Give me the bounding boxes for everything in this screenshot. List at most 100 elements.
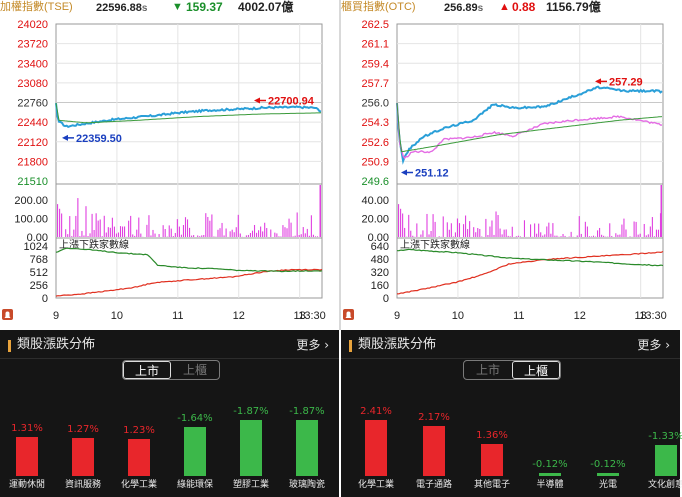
volume-bar	[438, 236, 440, 237]
volume-bar	[625, 229, 627, 237]
volume-bar	[597, 230, 599, 237]
volume-bar	[87, 236, 89, 237]
index-name[interactable]: 櫃買指數(OTC)	[341, 1, 416, 13]
volume-bar	[497, 215, 499, 237]
volume-bar	[546, 226, 548, 237]
otc-intraday-chart[interactable]: 262.5 261.1 259.4 257.7 256.0 254.3 252.6 250.9…	[341, 16, 680, 330]
breadth-tick-label: 640	[371, 241, 389, 253]
sector-item[interactable]: -1.87% 塑膠工業	[226, 396, 276, 497]
index-change: 0.88	[512, 0, 536, 14]
volume-bar	[570, 231, 572, 237]
volume-bar	[306, 228, 308, 237]
volume-bar	[467, 229, 469, 237]
price-tick-label: 259.4	[361, 58, 389, 70]
volume-bar	[211, 214, 213, 237]
volume-bar	[274, 232, 276, 237]
volume-bar	[292, 236, 294, 237]
section-title: 類股漲跌分佈	[358, 337, 437, 352]
price-tick-label: 254.3	[361, 117, 389, 129]
breadth-title: 上漲下跌家數線	[400, 238, 470, 251]
tse-panel: 加權指數(TSE) 22596.88s ▼ 159.37 4002.07億 24…	[0, 0, 339, 497]
annotation-label: 22359.50	[76, 133, 122, 145]
volume-bar	[523, 220, 526, 237]
volume-bar	[611, 235, 613, 237]
volume-bar	[623, 218, 625, 237]
volume-bar	[136, 229, 138, 237]
price-tick-label: 262.5	[361, 19, 389, 31]
volume-bar	[580, 233, 582, 237]
volume-bar	[130, 215, 132, 237]
volume-bar	[111, 217, 113, 237]
volume-bar	[316, 236, 319, 237]
sector-item[interactable]: 2.17% 電子通路	[409, 396, 459, 497]
volume-bar	[505, 229, 507, 237]
volume-bar	[477, 228, 479, 237]
breadth-tick-label: 160	[371, 280, 389, 292]
volume-bar	[633, 221, 635, 237]
volume-bar	[77, 198, 79, 237]
price-tick-label: 23720	[17, 39, 48, 51]
sector-pct: 1.31%	[11, 422, 43, 434]
time-tick-label: 13:30	[298, 310, 326, 322]
sector-item[interactable]: 1.23% 化學工業	[114, 396, 164, 497]
index-name[interactable]: 加權指數(TSE)	[0, 1, 73, 13]
sector-name: 資訊服務	[64, 480, 101, 490]
volume-bar	[172, 236, 174, 237]
sector-name: 綠能環保	[176, 480, 213, 490]
volume-tick-label: 200.00	[14, 195, 48, 207]
volume-bar	[253, 224, 256, 237]
sector-pct: -1.87%	[289, 406, 325, 417]
sector-item[interactable]: 2.41% 化學工業	[351, 396, 401, 497]
volume-bar	[428, 234, 430, 237]
volume-bar	[314, 236, 316, 237]
sector-bar	[539, 473, 561, 476]
sector-bar	[240, 420, 262, 476]
volume-bar	[79, 236, 81, 237]
index-change: 159.37	[186, 0, 223, 14]
index-price: 256.89s	[444, 2, 484, 14]
tab-otc[interactable]: 上櫃	[512, 361, 560, 379]
change-arrow-icon: ▲	[499, 1, 510, 13]
sector-item[interactable]: -1.33% 文化創意	[641, 396, 682, 497]
annotation-arrow-icon	[254, 97, 260, 104]
tab-otc[interactable]: 上櫃	[182, 363, 207, 377]
volume-bar	[270, 229, 272, 237]
volume-bar	[515, 236, 517, 237]
time-tick-label: 9	[53, 310, 59, 322]
sector-item[interactable]: 1.27% 資訊服務	[58, 396, 108, 497]
volume-bar	[101, 236, 103, 237]
sector-name: 運動休閒	[8, 480, 45, 490]
volume-bar	[113, 226, 115, 237]
tab-listed[interactable]: 上市	[475, 363, 500, 377]
volume-bar	[430, 230, 432, 237]
volume-bar	[308, 235, 310, 237]
index-price: 22596.88s	[96, 2, 148, 14]
sector-item[interactable]: -1.87% 玻璃陶瓷	[282, 396, 332, 497]
volume-bar	[105, 232, 107, 237]
volume-bar	[182, 225, 185, 237]
volume-bar	[479, 228, 481, 237]
sector-item[interactable]: -0.12% 半導體	[525, 396, 575, 497]
price-tick-label: 250.9	[361, 156, 389, 168]
breadth-tick-label: 0	[42, 293, 48, 305]
change-arrow-icon: ▼	[172, 1, 183, 13]
tab-listed[interactable]: 上市	[123, 361, 171, 379]
volume-bar	[296, 212, 298, 237]
volume-bar	[85, 206, 87, 237]
volume-bar	[164, 229, 166, 237]
price-tick-label: 252.6	[361, 137, 389, 149]
volume-bar	[150, 235, 152, 237]
volume-bar	[89, 233, 91, 237]
tse-intraday-chart[interactable]: 24020 23720 23400 23080 22760 22440 22120 21800…	[0, 16, 339, 330]
more-link[interactable]: 更多 ›	[637, 335, 670, 355]
breadth-line-up	[396, 250, 664, 295]
time-tick-label: 13	[294, 310, 306, 322]
volume-bar	[65, 229, 67, 237]
sector-item[interactable]: 1.36% 其他電子	[467, 396, 517, 497]
volume-bar	[489, 226, 491, 237]
sector-item[interactable]: -1.64% 綠能環保	[170, 396, 220, 497]
sector-item[interactable]: 1.31% 運動休閒	[2, 396, 52, 497]
more-label: 更多	[637, 338, 662, 352]
sector-item[interactable]: -0.12% 光電	[583, 396, 633, 497]
more-link[interactable]: 更多 ›	[296, 335, 329, 355]
